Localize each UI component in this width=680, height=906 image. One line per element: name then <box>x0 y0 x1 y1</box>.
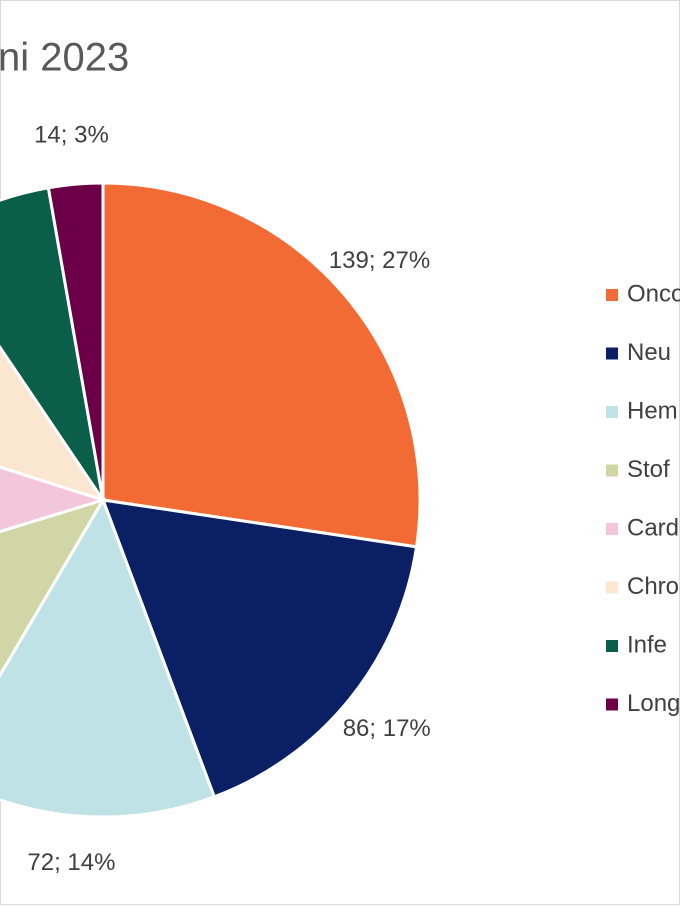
pie-slice <box>101 181 422 549</box>
legend-label: Neu <box>627 339 671 366</box>
pie-slice <box>46 181 105 501</box>
legend-label: Infe <box>627 631 667 658</box>
legend-swatch <box>606 347 618 360</box>
data-label: 139; 27% <box>329 247 430 274</box>
legend-label: Long <box>627 690 680 717</box>
legend-label: Onco <box>627 280 680 307</box>
legend-label: Chro <box>627 573 679 600</box>
pie-slice <box>100 498 419 799</box>
pie-slice <box>0 465 109 534</box>
pie-slice <box>0 186 105 501</box>
legend-swatch <box>606 464 618 477</box>
legend-swatch <box>606 406 618 418</box>
legend-swatch <box>606 698 618 711</box>
chart-title: ni 2023 <box>0 36 129 80</box>
pie-slice <box>0 496 217 819</box>
legend-label: Stof <box>627 456 670 483</box>
legend-swatch <box>606 640 618 652</box>
legend-swatch <box>606 523 618 535</box>
legend-swatch <box>606 581 618 594</box>
data-label: 72; 14% <box>27 849 115 876</box>
legend-swatch <box>606 289 618 301</box>
data-label: 86; 17% <box>343 715 431 742</box>
legend-label: Hem <box>627 397 678 424</box>
pie-slice <box>0 497 107 679</box>
legend-label: Card <box>627 514 679 541</box>
data-label: 14; 3% <box>34 122 109 149</box>
